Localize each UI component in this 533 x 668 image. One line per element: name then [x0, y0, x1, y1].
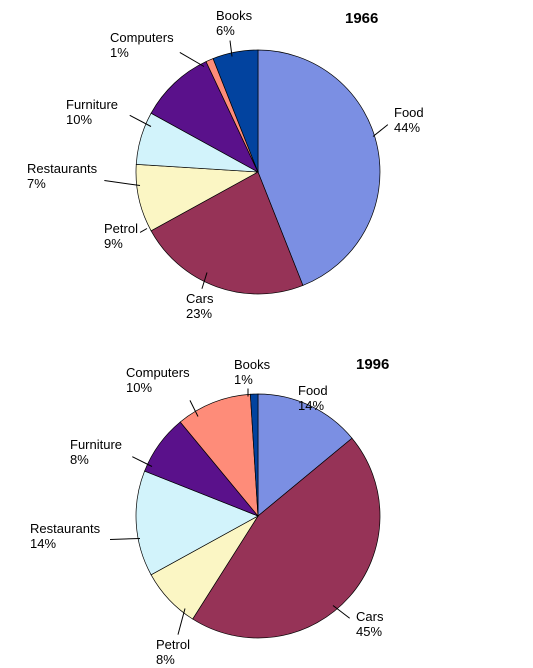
chart-title-1966: 1966: [345, 10, 378, 27]
slice-label-text: Computers: [126, 366, 190, 381]
slice-label-1966-books: Books6%: [216, 9, 252, 39]
slice-label-text: Food: [394, 106, 424, 121]
slice-label-text: Food: [298, 384, 328, 399]
slice-label-percent: 7%: [27, 177, 97, 192]
slice-label-1966-furniture: Furniture10%: [66, 98, 118, 128]
slice-label-text: Cars: [356, 610, 383, 625]
slice-label-percent: 10%: [126, 381, 190, 396]
slice-label-percent: 14%: [30, 537, 100, 552]
slice-label-percent: 10%: [66, 113, 118, 128]
slice-label-1996-computers: Computers10%: [126, 366, 190, 396]
pie-1966: [134, 48, 382, 296]
slice-label-percent: 44%: [394, 121, 424, 136]
slice-label-1966-restaurants: Restaurants7%: [27, 162, 97, 192]
slice-label-1996-cars: Cars45%: [356, 610, 383, 640]
slice-label-1966-petrol: Petrol9%: [104, 222, 138, 252]
slice-label-text: Cars: [186, 292, 213, 307]
slice-label-percent: 6%: [216, 24, 252, 39]
slice-label-text: Furniture: [66, 98, 118, 113]
slice-label-text: Books: [234, 358, 270, 373]
slice-label-percent: 1%: [110, 46, 174, 61]
slice-label-1996-food: Food14%: [298, 384, 328, 414]
slice-label-text: Petrol: [104, 222, 138, 237]
slice-label-1966-cars: Cars23%: [186, 292, 213, 322]
slice-label-1996-books: Books1%: [234, 358, 270, 388]
slice-label-percent: 8%: [70, 453, 122, 468]
slice-label-1966-computers: Computers1%: [110, 31, 174, 61]
slice-label-1966-food: Food44%: [394, 106, 424, 136]
slice-label-text: Restaurants: [27, 162, 97, 177]
chart-title-1996: 1996: [356, 356, 389, 373]
slice-label-percent: 45%: [356, 625, 383, 640]
slice-label-percent: 8%: [156, 653, 190, 668]
slice-label-text: Restaurants: [30, 522, 100, 537]
pie-1996: [134, 392, 382, 640]
slice-label-text: Books: [216, 9, 252, 24]
leader-line: [248, 389, 249, 397]
slice-label-1996-restaurants: Restaurants14%: [30, 522, 100, 552]
page: 1966Food44%Cars23%Petrol9%Restaurants7%F…: [0, 0, 533, 653]
slice-label-text: Furniture: [70, 438, 122, 453]
slice-label-1996-furniture: Furniture8%: [70, 438, 122, 468]
slice-label-percent: 1%: [234, 373, 270, 388]
slice-label-percent: 23%: [186, 307, 213, 322]
slice-label-percent: 14%: [298, 399, 328, 414]
slice-label-percent: 9%: [104, 237, 138, 252]
slice-label-text: Petrol: [156, 638, 190, 653]
slice-label-text: Computers: [110, 31, 174, 46]
